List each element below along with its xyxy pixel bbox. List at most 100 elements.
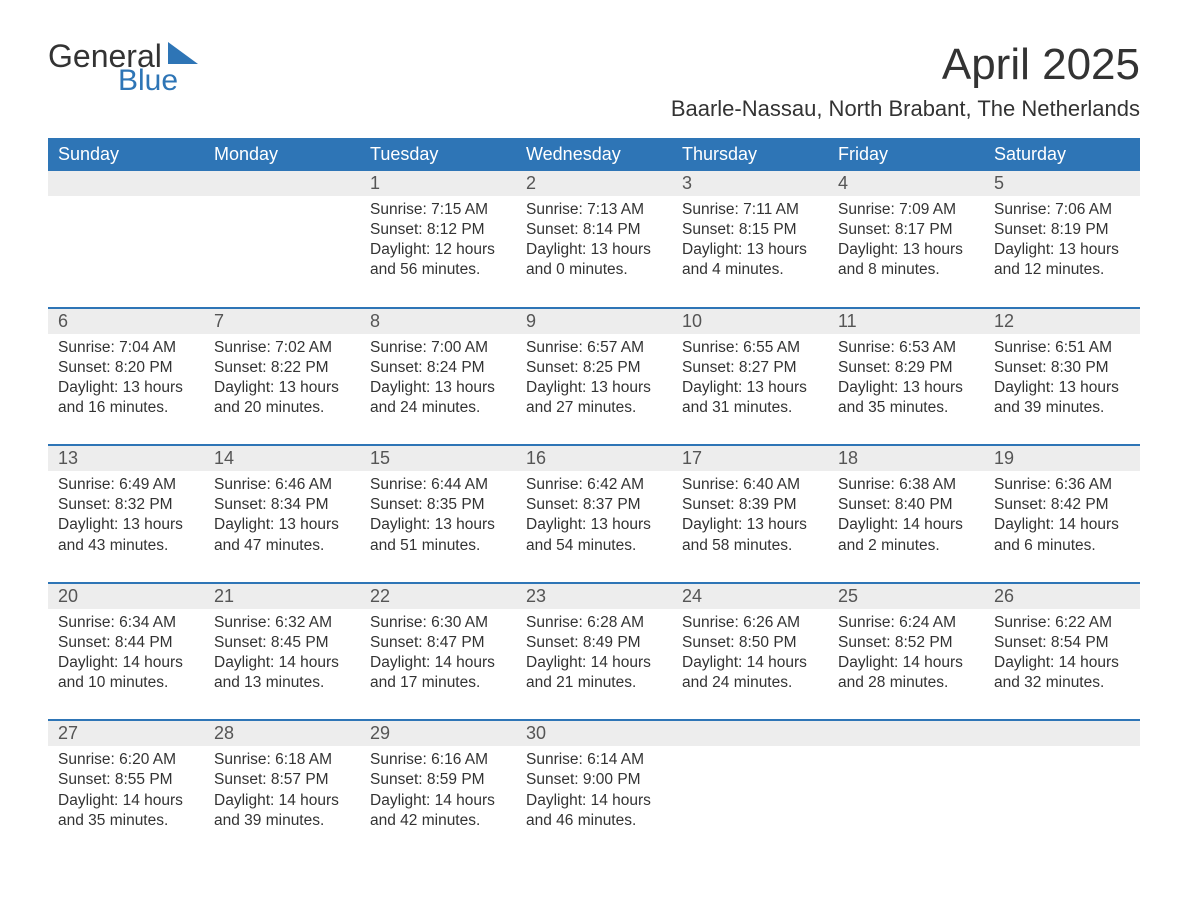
sunrise-line: Sunrise: 6:32 AM	[214, 613, 350, 633]
day-cell: Sunrise: 6:30 AMSunset: 8:47 PMDaylight:…	[360, 609, 516, 700]
sunrise-line: Sunrise: 7:04 AM	[58, 338, 194, 358]
day-number: 8	[360, 309, 516, 334]
sunset-line: Sunset: 8:17 PM	[838, 220, 974, 240]
day-cell: Sunrise: 6:34 AMSunset: 8:44 PMDaylight:…	[48, 609, 204, 700]
week-row: 12345Sunrise: 7:15 AMSunset: 8:12 PMDayl…	[48, 171, 1140, 287]
weekday-tuesday: Tuesday	[360, 138, 516, 171]
sunset-line: Sunset: 8:29 PM	[838, 358, 974, 378]
daylight-line: Daylight: 13 hours and 54 minutes.	[526, 515, 662, 555]
daylight-line: Daylight: 14 hours and 10 minutes.	[58, 653, 194, 693]
day-cell: Sunrise: 7:13 AMSunset: 8:14 PMDaylight:…	[516, 196, 672, 287]
day-number: 10	[672, 309, 828, 334]
sunset-line: Sunset: 8:39 PM	[682, 495, 818, 515]
day-number: 20	[48, 584, 204, 609]
daylight-line: Daylight: 13 hours and 20 minutes.	[214, 378, 350, 418]
sunrise-line: Sunrise: 7:11 AM	[682, 200, 818, 220]
day-cell: Sunrise: 6:53 AMSunset: 8:29 PMDaylight:…	[828, 334, 984, 425]
sunset-line: Sunset: 8:24 PM	[370, 358, 506, 378]
sunset-line: Sunset: 8:49 PM	[526, 633, 662, 653]
sunset-line: Sunset: 8:45 PM	[214, 633, 350, 653]
day-cell: Sunrise: 7:06 AMSunset: 8:19 PMDaylight:…	[984, 196, 1140, 287]
day-number	[48, 171, 204, 196]
day-number-row: 20212223242526	[48, 584, 1140, 609]
daylight-line: Daylight: 14 hours and 32 minutes.	[994, 653, 1130, 693]
day-cell: Sunrise: 6:20 AMSunset: 8:55 PMDaylight:…	[48, 746, 204, 837]
daylight-line: Daylight: 14 hours and 28 minutes.	[838, 653, 974, 693]
sunset-line: Sunset: 8:44 PM	[58, 633, 194, 653]
sunset-line: Sunset: 8:15 PM	[682, 220, 818, 240]
sunset-line: Sunset: 8:14 PM	[526, 220, 662, 240]
sunset-line: Sunset: 8:35 PM	[370, 495, 506, 515]
day-number: 6	[48, 309, 204, 334]
logo: General Blue	[48, 40, 198, 96]
daylight-line: Daylight: 14 hours and 17 minutes.	[370, 653, 506, 693]
week-row: 6789101112Sunrise: 7:04 AMSunset: 8:20 P…	[48, 307, 1140, 425]
day-number: 5	[984, 171, 1140, 196]
day-number: 17	[672, 446, 828, 471]
sunrise-line: Sunrise: 6:18 AM	[214, 750, 350, 770]
day-content-row: Sunrise: 6:49 AMSunset: 8:32 PMDaylight:…	[48, 471, 1140, 562]
daylight-line: Daylight: 14 hours and 13 minutes.	[214, 653, 350, 693]
sunset-line: Sunset: 8:27 PM	[682, 358, 818, 378]
sunrise-line: Sunrise: 6:38 AM	[838, 475, 974, 495]
sunset-line: Sunset: 8:30 PM	[994, 358, 1130, 378]
sunrise-line: Sunrise: 6:44 AM	[370, 475, 506, 495]
sunrise-line: Sunrise: 6:26 AM	[682, 613, 818, 633]
daylight-line: Daylight: 13 hours and 51 minutes.	[370, 515, 506, 555]
daylight-line: Daylight: 12 hours and 56 minutes.	[370, 240, 506, 280]
sunset-line: Sunset: 8:50 PM	[682, 633, 818, 653]
sunrise-line: Sunrise: 6:20 AM	[58, 750, 194, 770]
day-number: 18	[828, 446, 984, 471]
day-number-row: 13141516171819	[48, 446, 1140, 471]
day-cell	[984, 746, 1140, 837]
sunrise-line: Sunrise: 7:13 AM	[526, 200, 662, 220]
weeks-container: 12345Sunrise: 7:15 AMSunset: 8:12 PMDayl…	[48, 171, 1140, 837]
day-cell: Sunrise: 7:15 AMSunset: 8:12 PMDaylight:…	[360, 196, 516, 287]
sunset-line: Sunset: 8:12 PM	[370, 220, 506, 240]
day-number: 26	[984, 584, 1140, 609]
calendar-page: General Blue April 2025 Baarle-Nassau, N…	[0, 0, 1188, 877]
day-number	[984, 721, 1140, 746]
page-header: General Blue April 2025 Baarle-Nassau, N…	[48, 40, 1140, 122]
day-number: 22	[360, 584, 516, 609]
day-number: 11	[828, 309, 984, 334]
sunrise-line: Sunrise: 7:06 AM	[994, 200, 1130, 220]
sunrise-line: Sunrise: 6:24 AM	[838, 613, 974, 633]
day-cell: Sunrise: 6:44 AMSunset: 8:35 PMDaylight:…	[360, 471, 516, 562]
weekday-friday: Friday	[828, 138, 984, 171]
day-number: 19	[984, 446, 1140, 471]
sunrise-line: Sunrise: 6:30 AM	[370, 613, 506, 633]
day-cell	[204, 196, 360, 287]
day-number	[204, 171, 360, 196]
daylight-line: Daylight: 13 hours and 35 minutes.	[838, 378, 974, 418]
sunrise-line: Sunrise: 6:55 AM	[682, 338, 818, 358]
sunrise-line: Sunrise: 6:51 AM	[994, 338, 1130, 358]
day-cell	[672, 746, 828, 837]
day-number: 21	[204, 584, 360, 609]
weekday-thursday: Thursday	[672, 138, 828, 171]
day-cell: Sunrise: 6:32 AMSunset: 8:45 PMDaylight:…	[204, 609, 360, 700]
day-cell: Sunrise: 6:46 AMSunset: 8:34 PMDaylight:…	[204, 471, 360, 562]
day-cell: Sunrise: 6:14 AMSunset: 9:00 PMDaylight:…	[516, 746, 672, 837]
daylight-line: Daylight: 14 hours and 6 minutes.	[994, 515, 1130, 555]
daylight-line: Daylight: 14 hours and 21 minutes.	[526, 653, 662, 693]
daylight-line: Daylight: 14 hours and 46 minutes.	[526, 791, 662, 831]
day-number: 27	[48, 721, 204, 746]
day-number: 30	[516, 721, 672, 746]
day-number: 13	[48, 446, 204, 471]
sunrise-line: Sunrise: 6:36 AM	[994, 475, 1130, 495]
weekday-header-row: Sunday Monday Tuesday Wednesday Thursday…	[48, 138, 1140, 171]
day-cell: Sunrise: 7:09 AMSunset: 8:17 PMDaylight:…	[828, 196, 984, 287]
sunrise-line: Sunrise: 6:14 AM	[526, 750, 662, 770]
weekday-wednesday: Wednesday	[516, 138, 672, 171]
day-number-row: 6789101112	[48, 309, 1140, 334]
day-cell: Sunrise: 6:18 AMSunset: 8:57 PMDaylight:…	[204, 746, 360, 837]
day-cell: Sunrise: 7:11 AMSunset: 8:15 PMDaylight:…	[672, 196, 828, 287]
daylight-line: Daylight: 14 hours and 39 minutes.	[214, 791, 350, 831]
day-number: 25	[828, 584, 984, 609]
day-cell: Sunrise: 7:04 AMSunset: 8:20 PMDaylight:…	[48, 334, 204, 425]
day-cell	[828, 746, 984, 837]
day-cell: Sunrise: 6:28 AMSunset: 8:49 PMDaylight:…	[516, 609, 672, 700]
day-cell	[48, 196, 204, 287]
day-number-row: 27282930	[48, 721, 1140, 746]
